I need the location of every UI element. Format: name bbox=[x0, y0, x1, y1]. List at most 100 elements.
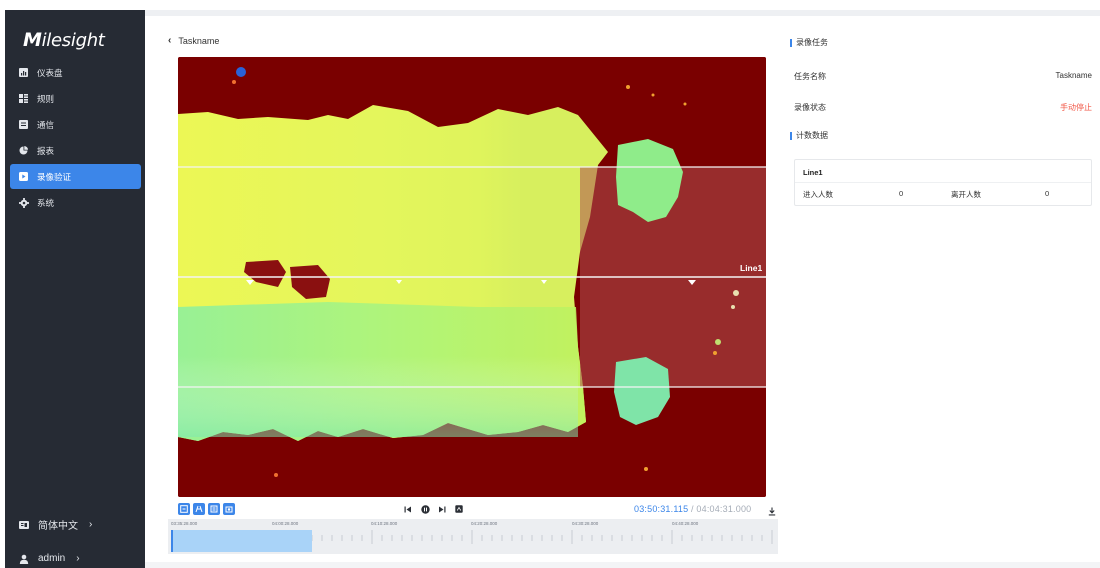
pause-icon bbox=[420, 504, 430, 514]
heatmap-blob-lower-right bbox=[614, 357, 670, 425]
speed-icon bbox=[455, 505, 463, 513]
current-time: 03:50:31.115 bbox=[634, 504, 689, 514]
sidebar-item-label: 仪表盘 bbox=[37, 67, 63, 78]
heatmap-spot bbox=[733, 290, 739, 296]
heatmap-spot bbox=[651, 93, 655, 97]
user-menu[interactable]: admin › bbox=[19, 553, 80, 564]
heatmap-blob-upper-right bbox=[616, 139, 683, 222]
enter-count-value: 0 bbox=[899, 189, 904, 198]
task-name-label: 任务名称 bbox=[794, 72, 826, 81]
track-toggle-button[interactable] bbox=[193, 503, 205, 515]
timeline-tick-label: 04:00:28.000 bbox=[272, 521, 299, 526]
timeline-tick-label: 03:35:28.000 bbox=[171, 521, 198, 526]
download-icon bbox=[768, 507, 776, 516]
record-status-value: 手动停止 bbox=[1060, 103, 1092, 112]
username-label: admin bbox=[38, 553, 66, 564]
sidebar-item-system[interactable]: 系统 bbox=[10, 190, 141, 215]
report-icon bbox=[18, 145, 29, 156]
leave-count-value: 0 bbox=[1045, 189, 1050, 198]
fit-view-icon bbox=[180, 505, 188, 513]
timeline[interactable]: 03:35:28.000 04:00:28.000 04:10:28.000 0… bbox=[168, 519, 778, 554]
sidebar-item-label: 通信 bbox=[37, 119, 55, 130]
sidebar-item-communication[interactable]: 通信 bbox=[10, 112, 141, 137]
heatmap-toggle-button[interactable] bbox=[208, 503, 220, 515]
sidebar-item-label: 系统 bbox=[37, 197, 55, 208]
heatmap-spot bbox=[715, 339, 721, 345]
heatmap-spot bbox=[232, 80, 236, 84]
section-title-text: 计数数据 bbox=[796, 131, 828, 140]
video-player[interactable]: Line1 bbox=[178, 57, 766, 497]
heatmap-spot bbox=[683, 102, 687, 106]
heatmap-spot bbox=[274, 473, 278, 477]
time-separator: / bbox=[688, 504, 697, 514]
direction-arrow-icon bbox=[396, 280, 402, 284]
language-label: 简体中文 bbox=[38, 521, 78, 532]
track-icon bbox=[195, 505, 203, 513]
step-back-button[interactable] bbox=[403, 504, 413, 514]
section-marker bbox=[790, 38, 792, 47]
task-section-title: 录像任务 bbox=[790, 37, 828, 48]
player-toolbar: 03:50:31.115 / 04:04:31.000 bbox=[178, 503, 778, 519]
playback-speed-button[interactable] bbox=[454, 504, 464, 514]
fit-view-button[interactable] bbox=[178, 503, 190, 515]
sidebar-nav: 仪表盘 规则 通信 报表 bbox=[10, 60, 141, 216]
heatmap-spot bbox=[731, 305, 735, 309]
sidebar-item-video-verify[interactable]: 录像验证 bbox=[10, 164, 141, 189]
direction-arrow-icon bbox=[246, 280, 254, 285]
heatmap-frame: Line1 bbox=[178, 57, 766, 497]
sidebar-item-label: 报表 bbox=[37, 145, 55, 156]
language-switcher[interactable]: 简体中文 › bbox=[19, 517, 92, 532]
sidebar-item-report[interactable]: 报表 bbox=[10, 138, 141, 163]
snapshot-button[interactable] bbox=[223, 503, 235, 515]
communication-icon bbox=[18, 119, 29, 130]
timeline-tick-label: 04:40:28.000 bbox=[672, 521, 699, 526]
direction-arrow-icon bbox=[688, 280, 696, 285]
heatmap-spot bbox=[713, 351, 717, 355]
playback-timecode: 03:50:31.115 / 04:04:31.000 bbox=[634, 504, 751, 514]
chevron-right-icon: › bbox=[89, 519, 93, 530]
section-title-text: 录像任务 bbox=[796, 38, 828, 47]
heatmap-cold-patch bbox=[290, 265, 330, 299]
user-icon bbox=[19, 554, 29, 564]
table-row: 进入人数 0 离开人数 0 bbox=[795, 183, 1091, 205]
dashboard-icon bbox=[18, 67, 29, 78]
sidebar-item-label: 录像验证 bbox=[37, 171, 72, 182]
timeline-selection[interactable] bbox=[171, 530, 312, 552]
record-status-label: 录像状态 bbox=[794, 103, 826, 112]
bottom-divider bbox=[145, 562, 1100, 568]
pause-button[interactable] bbox=[420, 504, 430, 514]
sidebar-item-rules[interactable]: 规则 bbox=[10, 86, 141, 111]
gear-icon bbox=[18, 197, 29, 208]
download-button[interactable] bbox=[768, 503, 776, 521]
count-data-table: Line1 进入人数 0 离开人数 0 bbox=[794, 159, 1092, 206]
enter-count-label: 进入人数 bbox=[803, 190, 833, 199]
heatmap-fade bbox=[178, 257, 578, 437]
back-button[interactable]: ‹ Taskname bbox=[168, 35, 219, 46]
snapshot-icon bbox=[225, 506, 233, 513]
step-forward-icon bbox=[439, 506, 446, 512]
timeline-tick-label: 04:20:28.000 bbox=[471, 521, 498, 526]
count-table-line-name: Line1 bbox=[795, 160, 1091, 183]
line-label: Line1 bbox=[740, 263, 762, 273]
video-verify-icon bbox=[18, 171, 29, 182]
direction-arrow-icon bbox=[541, 280, 547, 284]
timeline-tick-label: 04:10:28.000 bbox=[371, 521, 398, 526]
section-marker bbox=[790, 131, 792, 140]
chevron-left-icon: ‹ bbox=[168, 35, 172, 46]
count-section-title: 计数数据 bbox=[790, 130, 828, 141]
step-forward-button[interactable] bbox=[437, 504, 447, 514]
language-icon bbox=[19, 520, 29, 529]
heatmap-cold-patch bbox=[244, 260, 286, 287]
sidebar: Milesight 仪表盘 规则 通信 bbox=[5, 10, 145, 568]
sidebar-item-label: 规则 bbox=[37, 93, 55, 104]
heatmap-spot bbox=[626, 85, 630, 89]
top-divider bbox=[145, 10, 1100, 16]
step-back-icon bbox=[404, 506, 411, 512]
heatmap-icon bbox=[210, 505, 218, 513]
heatmap-spot bbox=[236, 67, 246, 77]
leave-count-label: 离开人数 bbox=[951, 190, 981, 199]
playhead[interactable] bbox=[171, 530, 173, 552]
sidebar-item-dashboard[interactable]: 仪表盘 bbox=[10, 60, 141, 85]
timeline-tick-label: 04:30:28.000 bbox=[572, 521, 599, 526]
